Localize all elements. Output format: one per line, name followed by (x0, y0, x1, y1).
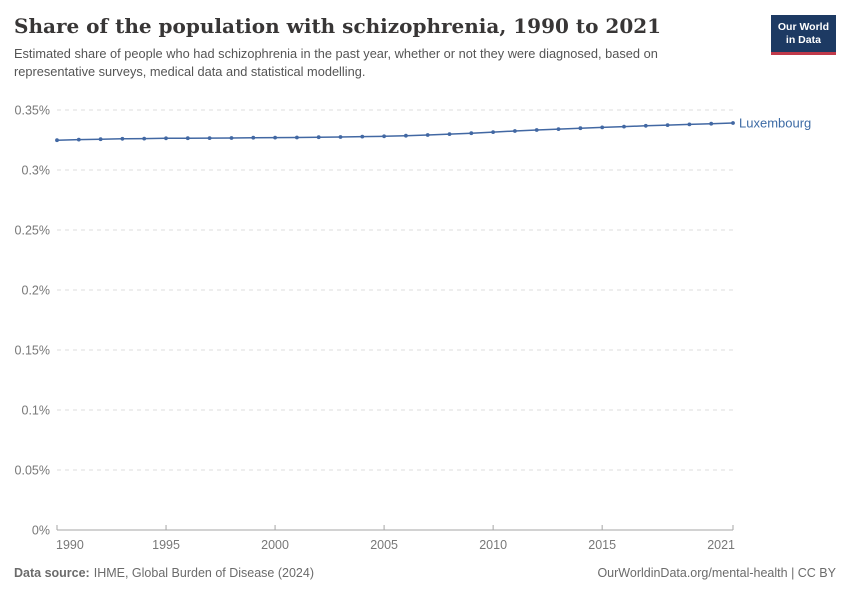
data-point[interactable] (622, 124, 626, 129)
data-source-label: Data source: (14, 566, 90, 580)
data-point[interactable] (556, 127, 561, 131)
x-tick-label: 1995 (152, 538, 180, 552)
y-tick-label: 0.25% (15, 224, 50, 238)
y-tick-label: 0.3% (22, 164, 51, 178)
data-point[interactable] (76, 137, 81, 142)
data-point[interactable] (469, 131, 474, 136)
data-source-value: IHME, Global Burden of Disease (2024) (93, 566, 314, 580)
x-tick-label: 2005 (370, 538, 398, 552)
data-point[interactable] (643, 123, 648, 128)
data-source: Data source: IHME, Global Burden of Disea… (14, 566, 314, 580)
y-tick-label: 0.2% (22, 284, 51, 298)
y-tick-label: 0.35% (15, 104, 50, 118)
data-point[interactable] (447, 132, 452, 137)
data-point[interactable] (600, 125, 605, 130)
x-tick-label: 2021 (707, 538, 735, 552)
y-tick-label: 0.05% (15, 464, 50, 478)
y-tick-label: 0% (32, 524, 50, 538)
data-point[interactable] (534, 128, 539, 132)
data-point[interactable] (185, 136, 190, 141)
data-point[interactable] (338, 135, 343, 139)
data-point[interactable] (665, 123, 670, 127)
owid-logo-line1: Our World (777, 21, 829, 33)
data-point[interactable] (513, 129, 517, 133)
data-point[interactable] (316, 135, 321, 140)
data-point[interactable] (251, 135, 256, 140)
credit-line: OurWorldinData.org/mental-health | CC BY (597, 566, 836, 580)
data-point[interactable] (295, 135, 299, 140)
x-tick-label: 2010 (479, 538, 507, 552)
data-point[interactable] (120, 136, 125, 141)
data-point[interactable] (55, 138, 59, 143)
data-point[interactable] (360, 134, 365, 139)
page-title: Share of the population with schizophren… (14, 14, 662, 38)
x-tick-label: 1990 (56, 538, 84, 552)
y-tick-label: 0.15% (15, 344, 50, 358)
owid-logo: Our World in Data (770, 15, 836, 56)
chart-footer: Data source: IHME, Global Burden of Disea… (14, 566, 836, 580)
series-line-luxembourg[interactable] (56, 122, 734, 141)
series-label-luxembourg[interactable]: Luxembourg (739, 115, 811, 130)
data-point[interactable] (425, 133, 430, 137)
x-tick-label: 2015 (588, 538, 616, 552)
data-point[interactable] (709, 121, 714, 126)
data-point[interactable] (491, 130, 495, 135)
data-point[interactable] (273, 135, 277, 140)
data-point[interactable] (98, 137, 103, 142)
chart-subtitle: Estimated share of people who had schizo… (14, 46, 658, 79)
owid-logo-line2: in Data (785, 34, 821, 47)
data-point[interactable] (404, 133, 408, 138)
x-tick-label: 2000 (261, 538, 289, 552)
data-point[interactable] (229, 136, 234, 140)
data-point[interactable] (382, 134, 386, 139)
data-point[interactable] (164, 136, 168, 141)
data-point[interactable] (578, 126, 583, 131)
data-point[interactable] (731, 121, 735, 125)
data-point[interactable] (207, 136, 212, 141)
chart-header: Share of the population with schizophren… (14, 14, 836, 80)
data-point[interactable] (687, 122, 692, 127)
data-point[interactable] (142, 136, 147, 141)
y-tick-label: 0.1% (22, 404, 51, 418)
